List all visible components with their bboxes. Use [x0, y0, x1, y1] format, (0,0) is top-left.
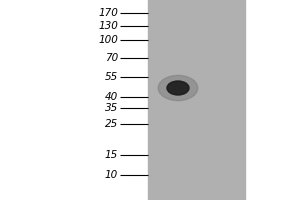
Text: 55: 55: [105, 72, 118, 82]
Text: 40: 40: [105, 92, 118, 102]
Text: 10: 10: [105, 170, 118, 180]
Ellipse shape: [167, 81, 189, 95]
Text: 100: 100: [98, 35, 118, 45]
Text: 130: 130: [98, 21, 118, 31]
Text: 35: 35: [105, 103, 118, 113]
Text: 15: 15: [105, 150, 118, 160]
Bar: [148, 0, 245, 200]
Ellipse shape: [158, 75, 198, 101]
Text: 70: 70: [105, 53, 118, 63]
Text: 170: 170: [98, 8, 118, 18]
Text: 25: 25: [105, 119, 118, 129]
